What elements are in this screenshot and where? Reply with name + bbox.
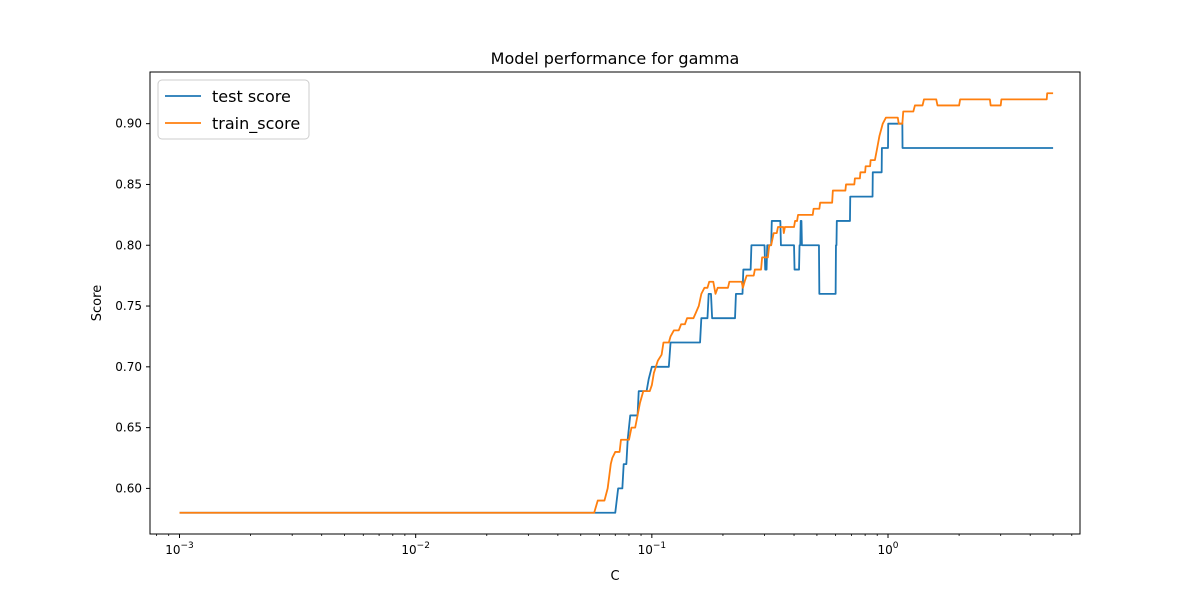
x-tick-label-base: 10	[165, 543, 180, 557]
x-tick-label-exponent: −2	[417, 541, 430, 551]
plot-area: 10−3 10−2 10−1 1000.600.650.700.750.800.850…	[115, 71, 1081, 557]
x-tick-label: 10−1	[638, 541, 667, 557]
x-tick-label: 10−3	[165, 541, 194, 557]
series-line-train-score	[179, 92, 1054, 514]
y-axis-label: Score	[90, 285, 105, 321]
x-tick-label: 100	[878, 541, 899, 557]
x-axis-label: C	[610, 569, 619, 584]
y-tick-label: 0.85	[115, 177, 142, 191]
x-tick-label-base: 10	[401, 543, 416, 557]
y-tick-label: 0.80	[115, 238, 142, 252]
x-tick-label-exponent: −3	[181, 541, 194, 551]
y-tick-label: 0.75	[115, 299, 142, 313]
legend-box	[157, 79, 310, 140]
y-tick-label: 0.90	[115, 117, 142, 131]
y-tick-label: 0.60	[115, 481, 142, 495]
x-tick-label-base: 10	[878, 543, 893, 557]
y-tick-label: 0.65	[115, 421, 142, 435]
legend: test score train_score	[157, 79, 310, 140]
legend-label: test score	[212, 87, 291, 106]
axes-frame	[149, 71, 1081, 535]
legend-label: train_score	[212, 114, 300, 134]
x-tick-label-base: 10	[638, 543, 653, 557]
x-tick-label: 10−2	[401, 541, 430, 557]
x-tick-label-exponent: 0	[893, 541, 899, 551]
x-tick-label-exponent: −1	[653, 541, 666, 551]
chart-title: Model performance for gamma	[491, 49, 740, 68]
series-line-test-score	[179, 122, 1054, 514]
y-tick-label: 0.70	[115, 360, 142, 374]
